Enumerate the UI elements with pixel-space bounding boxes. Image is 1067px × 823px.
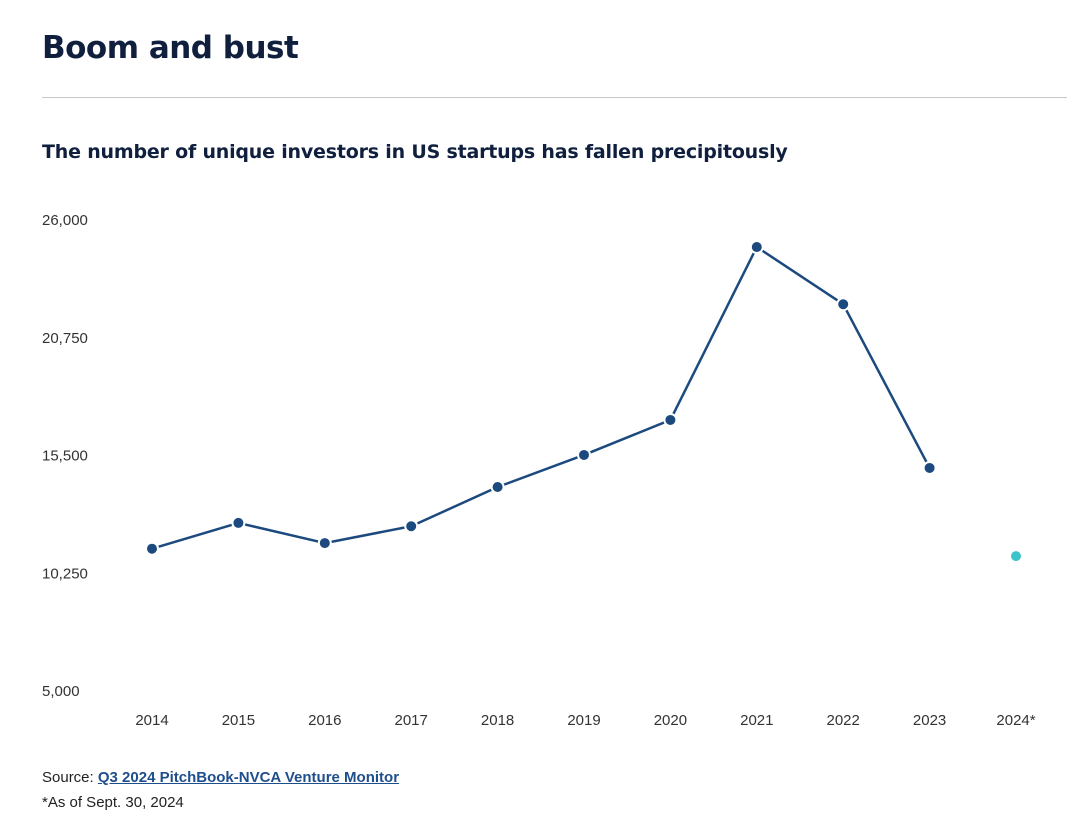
- footnote: *As of Sept. 30, 2024: [42, 794, 184, 811]
- data-point: [577, 447, 591, 462]
- x-tick-label: 2015: [222, 712, 255, 729]
- data-point: [490, 480, 505, 495]
- divider: [42, 97, 1067, 98]
- data-point: [836, 297, 851, 312]
- source-line: Source: Q3 2024 PitchBook-NVCA Venture M…: [42, 769, 399, 786]
- x-tick-label: 2018: [481, 712, 514, 729]
- y-tick-label: 5,000: [42, 683, 80, 700]
- x-tick-label: 2024*: [996, 712, 1035, 729]
- x-tick-label: 2014: [135, 712, 168, 729]
- data-point: [663, 412, 678, 427]
- chart-title: The number of unique investors in US sta…: [42, 141, 788, 163]
- y-tick-label: 15,500: [42, 448, 88, 465]
- data-point: [145, 541, 159, 556]
- data-point: [922, 460, 937, 475]
- data-point: [1009, 549, 1023, 564]
- data-point: [749, 240, 764, 255]
- x-tick-label: 2019: [567, 712, 600, 729]
- y-tick-label: 20,750: [42, 330, 88, 347]
- source-link[interactable]: Q3 2024 PitchBook-NVCA Venture Monitor: [97, 769, 400, 786]
- x-tick-label: 2020: [654, 712, 687, 729]
- x-tick-label: 2021: [740, 712, 773, 729]
- page-title: Boom and bust: [42, 30, 299, 66]
- source-label: Source:: [42, 769, 98, 786]
- x-tick-label: 2017: [395, 712, 428, 729]
- x-tick-label: 2016: [308, 712, 341, 729]
- data-point: [404, 519, 419, 534]
- x-tick-label: 2022: [827, 712, 860, 729]
- y-tick-label: 10,250: [42, 565, 88, 582]
- series-line: [151, 245, 931, 550]
- data-point: [317, 536, 332, 551]
- data-point: [231, 515, 246, 530]
- y-tick-label: 26,000: [42, 212, 88, 229]
- x-tick-label: 2023: [913, 712, 946, 729]
